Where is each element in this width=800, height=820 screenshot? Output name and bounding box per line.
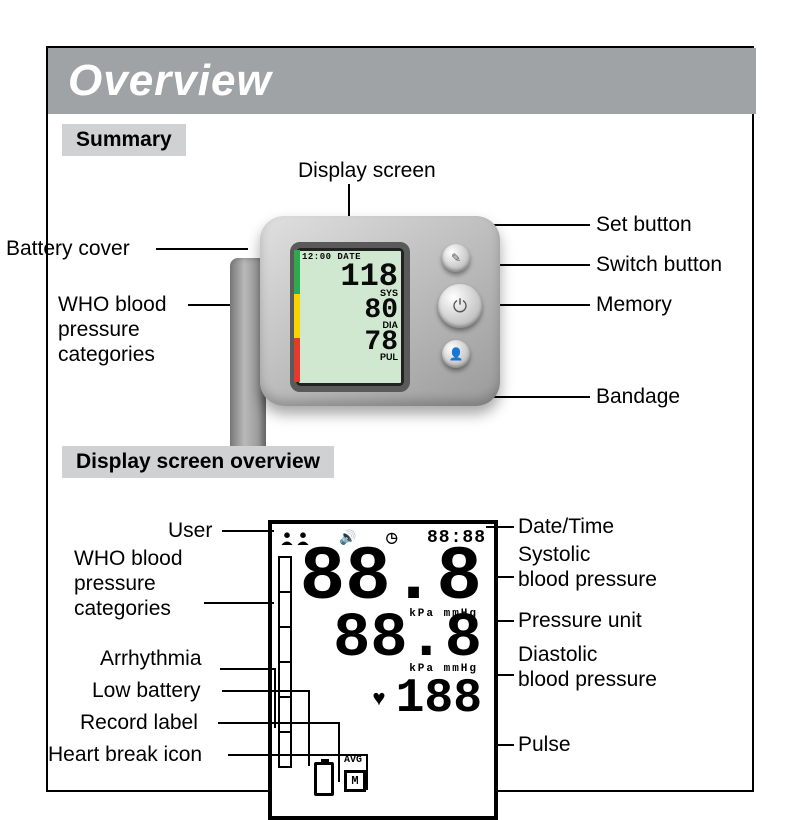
device-illustration: 12:00 DATE 118 SYS 80 DIA 78 PUL ✎ ⏻ 👤 xyxy=(248,208,518,438)
battery-icon xyxy=(314,762,334,796)
section-summary: Summary xyxy=(62,124,186,156)
label-bandage: Bandage xyxy=(596,384,680,409)
label-unit: Pressure unit xyxy=(518,608,642,633)
section-screen-overview: Display screen overview xyxy=(62,446,334,478)
heart-icon: ♥ xyxy=(372,687,385,712)
label-datetime: Date/Time xyxy=(518,514,614,539)
label-memory: Memory xyxy=(596,292,672,317)
lcd-illustration: 🔊 ◷ 88:88 88.8 kPa mmHg 88.8 kPa mmHg ♥ … xyxy=(268,520,498,820)
avg-label: AVG xyxy=(344,755,362,766)
label-low-battery: Low battery xyxy=(92,678,201,703)
device-body: 12:00 DATE 118 SYS 80 DIA 78 PUL ✎ ⏻ 👤 xyxy=(260,216,500,406)
power-button-icon: ⏻ xyxy=(438,284,482,328)
label-display-screen: Display screen xyxy=(298,158,436,183)
label-battery-cover: Battery cover xyxy=(6,236,130,261)
label-heart: Heart break icon xyxy=(48,742,202,767)
record-icon: M xyxy=(344,770,366,792)
label-systolic: Systolic blood pressure xyxy=(518,542,657,592)
lcd-pulse: 188 xyxy=(396,675,482,723)
diagram-frame: Overview Summary Display screen Battery … xyxy=(46,46,754,792)
label-arrhythmia: Arrhythmia xyxy=(100,646,202,671)
lcd-who-scale xyxy=(278,556,292,766)
set-button-icon: ✎ xyxy=(442,244,470,272)
label-record: Record label xyxy=(80,710,198,735)
title-bar: Overview xyxy=(48,48,756,114)
label-user: User xyxy=(168,518,212,543)
label-pulse: Pulse xyxy=(518,732,571,757)
label-diastolic: Diastolic blood pressure xyxy=(518,642,657,692)
label-who: WHO blood pressure categories xyxy=(58,292,167,368)
device-lcd: 12:00 DATE 118 SYS 80 DIA 78 PUL xyxy=(290,242,410,392)
page-title: Overview xyxy=(68,56,272,106)
memory-button-icon: 👤 xyxy=(442,340,470,368)
who-indicator xyxy=(294,250,300,382)
label-set: Set button xyxy=(596,212,692,237)
label-lcd-who: WHO blood pressure categories xyxy=(74,546,183,622)
label-switch: Switch button xyxy=(596,252,722,277)
